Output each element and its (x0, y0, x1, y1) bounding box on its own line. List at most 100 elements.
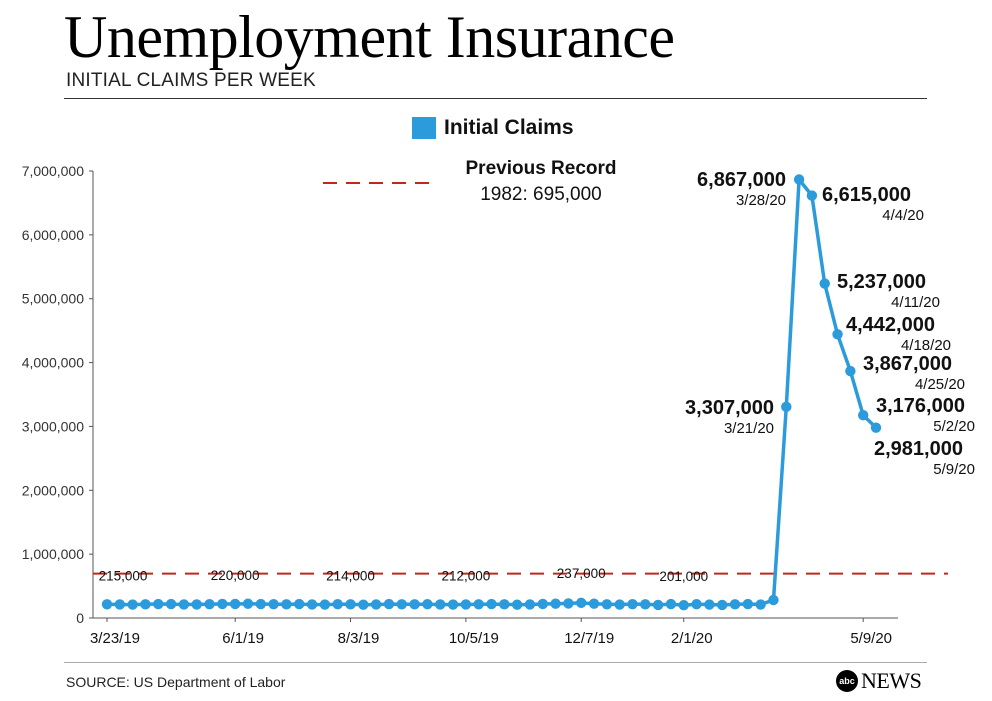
data-point (281, 599, 292, 610)
data-point (652, 599, 664, 611)
chart-subtitle: INITIAL CLAIMS PER WEEK (66, 70, 316, 91)
abc-logo-icon: abc (836, 670, 858, 692)
source-note: SOURCE: US Department of Labor (66, 674, 286, 690)
title-divider (64, 98, 927, 99)
data-point (640, 599, 651, 610)
x-tick-label: 8/3/19 (338, 630, 380, 647)
data-label-value: 6,867,000 (697, 169, 786, 191)
data-label-value: 214,000 (326, 568, 375, 583)
abc-news-logo: abc NEWS (836, 668, 922, 694)
data-point (370, 599, 382, 610)
data-point (511, 599, 523, 610)
x-tick-label: 10/5/19 (449, 630, 499, 647)
data-point (178, 599, 190, 610)
y-tick-label: 3,000,000 (22, 418, 84, 434)
claims-series-line (106, 177, 878, 607)
y-tick-label: 0 (76, 610, 84, 626)
data-point (845, 365, 856, 377)
legend-swatch (412, 117, 436, 139)
legend: Initial Claims (412, 116, 574, 140)
data-point (781, 401, 792, 413)
y-tick-label: 6,000,000 (22, 227, 84, 243)
data-point (140, 599, 151, 610)
data-point (665, 598, 677, 610)
data-point (588, 598, 600, 609)
y-tick-label: 4,000,000 (22, 355, 84, 371)
y-axis: 0 1,000,000 2,000,000 3,000,000 4,000,000 5,0… (22, 163, 94, 626)
y-tick-label: 1,000,000 (22, 546, 84, 562)
data-label-value: 6,615,000 (822, 184, 911, 206)
data-point (768, 594, 779, 606)
data-point (204, 599, 215, 610)
record-label-title: Previous Record (466, 158, 617, 179)
data-label-value: 3,867,000 (863, 353, 952, 375)
data-label-date: 5/2/20 (933, 418, 975, 435)
data-point (306, 599, 318, 610)
x-tick-label: 6/1/19 (222, 630, 264, 647)
data-point (447, 599, 459, 610)
x-tick-label: 2/1/20 (671, 630, 713, 647)
data-point (614, 599, 625, 610)
footer-divider (64, 662, 927, 663)
data-point (499, 599, 510, 610)
data-point (678, 599, 689, 611)
data-point (717, 599, 728, 611)
data-point (114, 599, 126, 610)
y-tick-label: 5,000,000 (22, 291, 84, 307)
data-point (319, 599, 331, 610)
data-label-date: 4/25/20 (915, 376, 965, 393)
data-point (422, 599, 433, 610)
chart-title: Unemployment Insurance (64, 4, 675, 70)
data-point (793, 174, 805, 185)
data-point (229, 598, 241, 610)
data-point (383, 598, 395, 610)
x-tick-label: 12/7/19 (564, 630, 614, 647)
data-point (358, 599, 369, 610)
data-point (832, 329, 843, 340)
x-tick-label: 3/23/19 (90, 630, 140, 647)
data-point (537, 598, 548, 610)
data-point (524, 599, 536, 610)
series-line-group (106, 177, 878, 607)
data-point (563, 598, 574, 609)
data-point (396, 599, 407, 610)
data-point (255, 598, 266, 610)
data-point (268, 599, 279, 610)
data-label-value: 4,442,000 (846, 314, 935, 336)
data-points (101, 174, 882, 611)
record-label-value: 1982: 695,000 (480, 184, 602, 205)
data-label-date: 4/11/20 (891, 294, 940, 311)
data-label-value: 237,000 (557, 566, 606, 581)
data-point (101, 599, 113, 610)
data-point (165, 598, 177, 610)
reference-line-group: Previous Record 1982: 695,000 (93, 158, 948, 575)
data-label-date: 3/28/20 (736, 192, 786, 209)
data-point (460, 599, 472, 610)
data-point (191, 599, 202, 610)
data-point (332, 599, 343, 610)
data-point (857, 409, 869, 421)
data-label-value: 201,000 (659, 569, 708, 584)
data-point (486, 598, 497, 610)
data-label-value: 3,176,000 (876, 395, 965, 417)
data-point (755, 599, 766, 610)
data-point (473, 599, 484, 610)
data-point (819, 278, 830, 289)
data-label-date: 5/9/20 (933, 461, 975, 478)
news-wordmark: NEWS (861, 668, 922, 693)
data-point (691, 599, 702, 610)
data-label-value: 215,000 (99, 568, 148, 583)
data-point (435, 599, 446, 610)
data-point (601, 599, 613, 610)
y-tick-label: 7,000,000 (22, 163, 84, 179)
x-tick-label: 5/9/20 (850, 630, 892, 647)
data-point (576, 597, 587, 609)
data-point (217, 598, 228, 610)
data-point (345, 599, 356, 610)
data-point (550, 598, 561, 609)
data-point (806, 190, 818, 201)
data-point (409, 599, 420, 610)
data-label-date: 3/21/20 (724, 420, 774, 437)
data-label-date: 4/4/20 (882, 207, 924, 224)
data-label-value: 5,237,000 (837, 271, 926, 293)
